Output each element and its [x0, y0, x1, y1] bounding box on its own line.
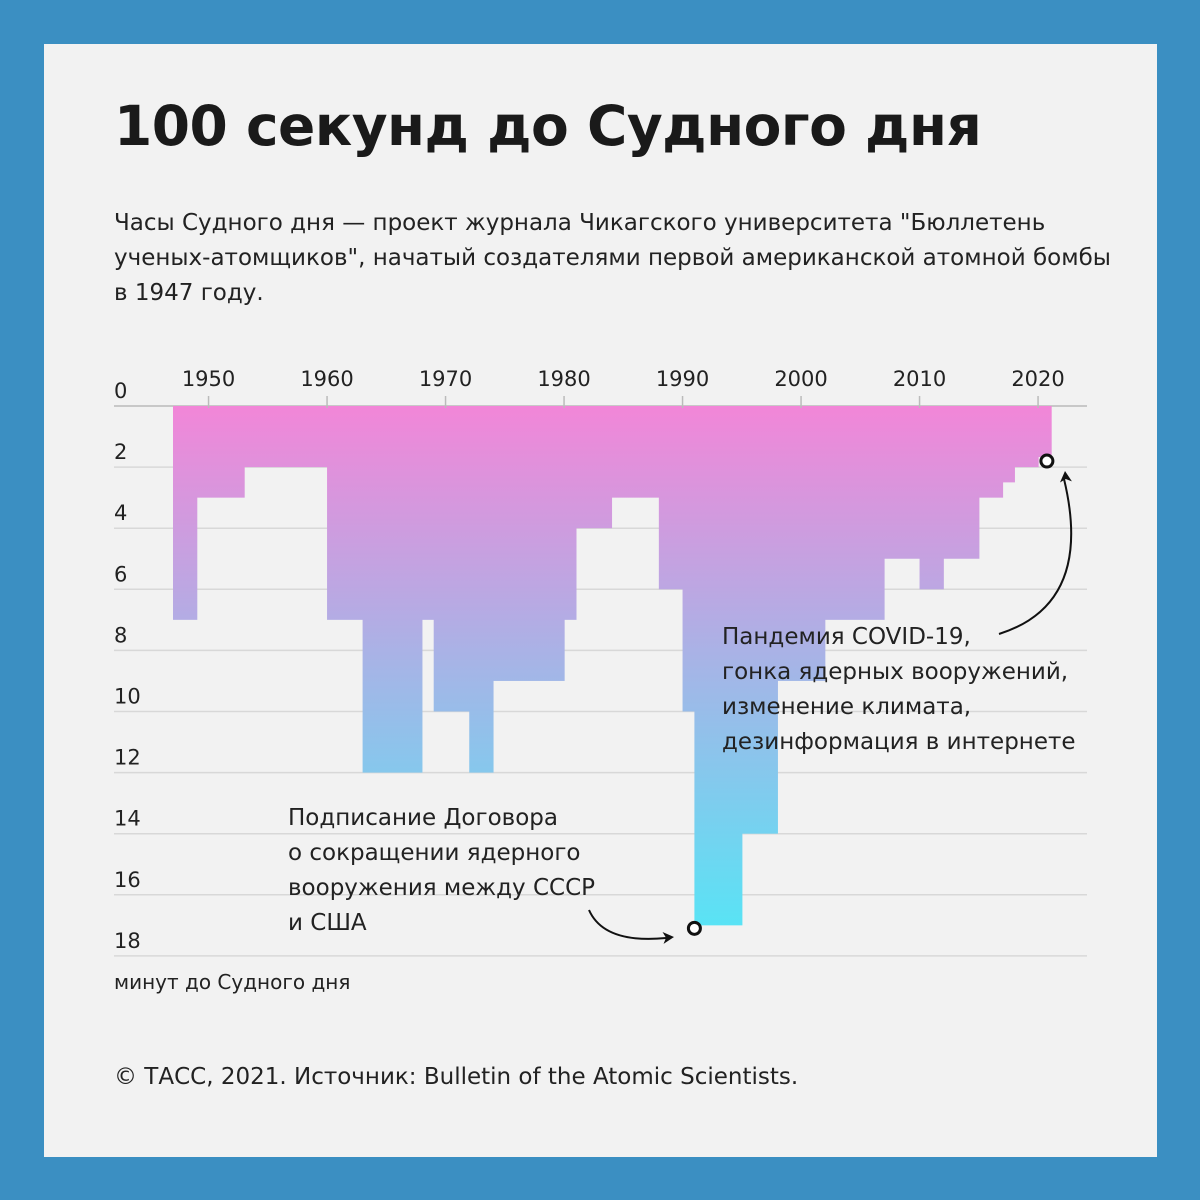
x-tick-label: 2010 — [893, 367, 946, 391]
annotation-text-start: вооружения между СССР — [288, 875, 595, 901]
bar-1991 — [694, 406, 743, 926]
bar-1963 — [362, 406, 423, 773]
annotation-text-start: и США — [288, 910, 367, 936]
annotation-arrow-covid — [998, 478, 1073, 635]
annotation-arrow-start — [588, 909, 667, 940]
annotation-text-covid: изменение климата, — [722, 694, 971, 720]
y-tick-label: 18 — [114, 929, 141, 953]
y-tick-label: 10 — [114, 685, 141, 709]
bar-2007 — [884, 406, 921, 559]
subtitle: Часы Судного дня — проект журнала Чикагс… — [114, 210, 1111, 306]
bar-2010 — [919, 406, 944, 590]
source-credit: © ТАСС, 2021. Источник: Bulletin of the … — [114, 1064, 799, 1090]
y-tick-label: 6 — [114, 562, 127, 586]
bar-1995 — [741, 406, 778, 834]
y-tick-label: 16 — [114, 868, 141, 892]
annotation-text-start: Подписание Договора — [288, 805, 558, 831]
bar-1990 — [682, 406, 695, 712]
bar-1968 — [421, 406, 435, 620]
bar-2020 — [1038, 406, 1052, 458]
annotation-marker-start — [686, 920, 702, 936]
bar-1988 — [658, 406, 684, 590]
annotation-arrowhead-covid — [1059, 471, 1072, 483]
bar-1974 — [492, 406, 565, 681]
page-title: 100 секунд до Судного дня — [114, 94, 982, 158]
y-tick-label: 4 — [114, 501, 127, 525]
bar-1953 — [244, 406, 328, 468]
annotation-text-covid: гонка ядерных вооружений, — [722, 659, 1068, 685]
bar-1972 — [469, 406, 494, 773]
bar-2002 — [824, 406, 885, 620]
y-axis-label: минут до Судного дня — [114, 970, 350, 994]
annotation-marker-covid — [1039, 453, 1055, 469]
annotation-text-covid: дезинформация в интернете — [722, 729, 1076, 755]
bar-1984 — [611, 406, 660, 498]
bar-2018 — [1014, 406, 1039, 468]
bar-2017 — [1002, 406, 1015, 483]
y-tick-label: 0 — [114, 379, 127, 403]
y-tick-label: 8 — [114, 623, 127, 647]
bar-1947 — [173, 406, 198, 620]
x-tick-label: 1960 — [300, 367, 353, 391]
infographic-card: 100 секунд до Судного дня Часы Судного д… — [44, 44, 1157, 1157]
annotation-arrowhead-start — [662, 931, 674, 944]
x-tick-label: 2000 — [774, 367, 827, 391]
bar-1969 — [433, 406, 470, 712]
annotation-text-covid: Пандемия COVID-19, — [722, 624, 971, 650]
x-tick-label: 1970 — [419, 367, 472, 391]
bar-2015 — [978, 406, 1004, 498]
doomsday-chart: 0 2 4 6 8 10 12 14 16 18 1950 1960 1970 1980 1990 2000 2… — [114, 367, 1087, 994]
bar-1949 — [196, 406, 245, 498]
bar-1960 — [327, 406, 364, 620]
x-tick-label: 2020 — [1011, 367, 1064, 391]
bar-1980 — [564, 406, 577, 620]
x-tick-label: 1990 — [656, 367, 709, 391]
x-tick-label: 1950 — [182, 367, 235, 391]
x-tick-label: 1980 — [537, 367, 590, 391]
y-tick-label: 2 — [114, 440, 127, 464]
bar-2012 — [943, 406, 980, 559]
bar-1998 — [777, 406, 826, 681]
y-tick-label: 14 — [114, 807, 141, 831]
bar-1981 — [575, 406, 613, 529]
y-tick-label: 12 — [114, 746, 141, 770]
annotation-text-start: о сокращении ядерного — [288, 840, 581, 866]
